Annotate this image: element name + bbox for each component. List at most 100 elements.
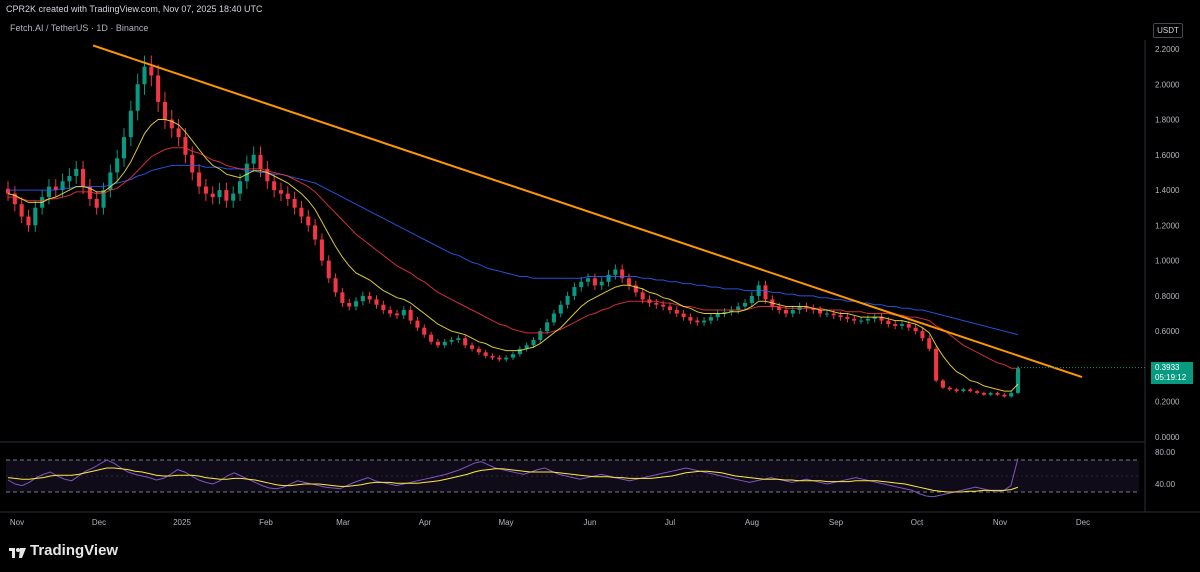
candle-body	[258, 154, 263, 169]
x-tick-label: Nov	[10, 518, 24, 527]
y-tick-label: 0.2000	[1155, 398, 1180, 407]
candle-body	[128, 110, 133, 138]
candle-body	[968, 389, 973, 392]
x-tick-label: 2025	[173, 518, 191, 527]
candle-body	[695, 320, 700, 323]
candle-body	[251, 154, 256, 164]
ema-slow-line	[8, 164, 1019, 336]
candle-body	[435, 341, 440, 346]
ema-fast-line	[7, 119, 1019, 392]
candle-body	[53, 186, 58, 191]
candle-body	[538, 331, 543, 340]
candle-body	[783, 310, 789, 314]
candle-body	[790, 310, 795, 314]
candle-body	[176, 128, 181, 138]
candle-body	[586, 278, 591, 282]
candle-body	[654, 302, 659, 305]
candle-body	[886, 320, 891, 325]
last-price-label: 0.3933 05:19:12	[1151, 362, 1193, 384]
x-tick-label: Jun	[584, 518, 597, 527]
candle-body	[599, 281, 604, 286]
candle-body	[681, 313, 686, 318]
candle-body	[906, 324, 911, 328]
candle-body	[1015, 368, 1021, 393]
candle-body	[913, 327, 918, 332]
candle-body	[940, 380, 945, 388]
y-tick-label: 1.0000	[1155, 257, 1180, 266]
candle-body	[415, 320, 420, 328]
rsi-tick-label: 40.00	[1155, 480, 1176, 489]
candle-body	[961, 389, 966, 392]
candle-body	[633, 285, 638, 293]
candle-body	[388, 310, 393, 314]
candle-body	[852, 318, 857, 321]
candle-body	[60, 181, 65, 191]
candle-body	[688, 317, 693, 321]
candle-body	[142, 66, 147, 85]
candle-body	[620, 269, 625, 279]
candle-body	[33, 207, 38, 226]
y-tick-label: 1.2000	[1155, 221, 1180, 230]
y-tick-label: 0.0000	[1155, 433, 1180, 442]
candle-body	[879, 317, 884, 321]
candle-body	[81, 168, 86, 187]
candle-body	[872, 317, 877, 319]
candle-body	[899, 324, 905, 326]
main-price-pane	[5, 44, 1145, 398]
candle-body	[394, 313, 400, 316]
candle-body	[729, 310, 734, 312]
candle-body	[442, 341, 447, 346]
y-tick-label: 0.8000	[1155, 292, 1180, 301]
candle-body	[156, 75, 161, 102]
candle-body	[408, 310, 413, 321]
x-tick-label: May	[498, 518, 513, 527]
candle-body	[360, 295, 365, 302]
x-tick-label: Dec	[92, 518, 106, 527]
candle-body	[217, 190, 222, 198]
x-tick-label: Oct	[911, 518, 924, 527]
chart-grid	[0, 40, 1200, 513]
candle-body	[94, 198, 99, 208]
candle-body	[1009, 392, 1014, 397]
candle-body	[736, 306, 741, 311]
candle-body	[510, 354, 516, 358]
candle-body	[108, 172, 113, 191]
candle-body	[722, 311, 727, 314]
symbol-title[interactable]: Fetch.AI / TetherUS · 1D · Binance	[10, 23, 149, 33]
last-price-value: 0.3933	[1155, 363, 1180, 372]
candle-body	[429, 334, 434, 342]
candle-body	[572, 287, 577, 296]
candle-body	[292, 198, 297, 208]
y-tick-label: 2.0000	[1155, 80, 1180, 89]
candle-body	[483, 352, 488, 356]
candle-body	[988, 392, 993, 395]
candle-body	[715, 313, 720, 318]
candle-body	[12, 193, 17, 205]
candle-body	[401, 310, 406, 316]
candle-body	[354, 301, 359, 307]
candle-body	[422, 327, 427, 335]
candle-body	[490, 355, 495, 358]
candle-body	[995, 392, 1000, 395]
candle-body	[285, 193, 290, 199]
candle-body	[749, 295, 754, 303]
x-tick-label: Aug	[745, 518, 759, 527]
candle-body	[169, 119, 174, 129]
ema-mid-line	[8, 147, 1018, 369]
candle-body	[497, 357, 502, 360]
candle-body	[947, 387, 952, 390]
candle-body	[579, 281, 584, 288]
candle-body	[893, 324, 898, 326]
tradingview-brand: TradingView	[30, 542, 119, 559]
candle-body	[551, 313, 556, 323]
candle-body	[74, 168, 79, 176]
candle-body	[210, 193, 215, 198]
candle-body	[449, 340, 454, 342]
candle-body	[613, 269, 618, 275]
candle-body	[347, 302, 352, 307]
rsi-tick-label: 80.00	[1155, 448, 1176, 457]
currency-badge[interactable]: USDT	[1153, 23, 1183, 38]
candle-body	[838, 315, 843, 318]
candle-body	[920, 331, 925, 339]
